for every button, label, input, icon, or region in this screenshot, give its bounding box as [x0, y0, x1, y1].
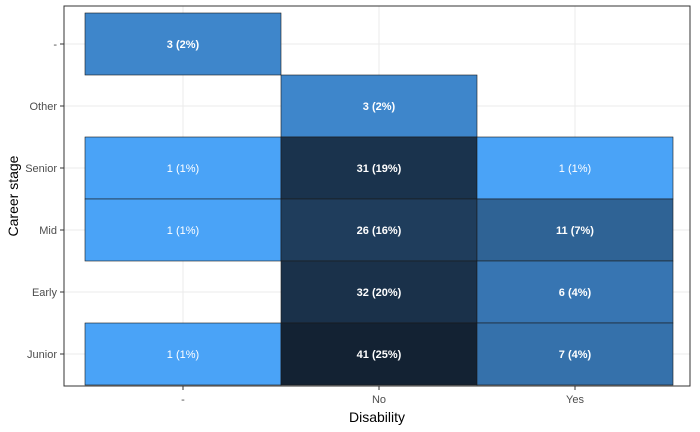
- cell-label: 7 (4%): [559, 349, 592, 361]
- x-axis-ticks: - No Yes: [181, 386, 584, 406]
- cell-label: 6 (4%): [559, 287, 592, 299]
- cell-label: 32 (20%): [357, 287, 402, 299]
- heatmap-cell: [476, 260, 674, 324]
- cell-label: 26 (16%): [357, 225, 402, 237]
- cell-label: 1 (1%): [559, 163, 591, 175]
- y-tick-label: Mid: [39, 225, 57, 237]
- y-tick-label: Junior: [27, 349, 57, 361]
- heatmap-cell: [280, 74, 478, 138]
- cell-label: 1 (1%): [167, 349, 199, 361]
- cell-label: 1 (1%): [167, 163, 199, 175]
- cell-label: 31 (19%): [357, 163, 402, 175]
- y-tick-label: -: [53, 39, 57, 51]
- y-tick-label: Senior: [25, 163, 57, 175]
- y-axis-title: Career stage: [5, 155, 21, 236]
- cell-label: 3 (2%): [167, 39, 200, 51]
- heatmap-cell: [84, 12, 282, 76]
- heatmap-cell: [476, 136, 674, 200]
- cell-label: 41 (25%): [357, 349, 402, 361]
- heatmap-cell: [84, 198, 282, 262]
- y-axis-ticks: Junior Early Mid Senior Other -: [25, 39, 64, 361]
- cell-label: 3 (2%): [363, 101, 396, 113]
- y-tick-label: Early: [32, 287, 58, 299]
- heatmap-cells: [84, 12, 674, 386]
- heatmap-cell: [280, 322, 478, 386]
- heatmap-cell: [84, 322, 282, 386]
- x-tick-label: -: [181, 394, 185, 406]
- cell-label: 11 (7%): [556, 225, 594, 237]
- heatmap-cell: [476, 198, 674, 262]
- heatmap-cell: [476, 322, 674, 386]
- heatmap-cell: [280, 136, 478, 200]
- heatmap-cell: [280, 198, 478, 262]
- heatmap-cell: [84, 136, 282, 200]
- x-tick-label: No: [372, 394, 386, 406]
- x-tick-label: Yes: [566, 394, 584, 406]
- cell-labels: 3 (2%) 3 (2%) 1 (1%) 31 (19%) 1 (1%) 1 (1%) 26…: [167, 39, 594, 361]
- cell-label: 1 (1%): [167, 225, 199, 237]
- plot-border: [63, 5, 691, 387]
- y-tick-label: Other: [29, 101, 57, 113]
- x-axis-title: Disability: [349, 409, 405, 425]
- heatmap-cell: [280, 260, 478, 324]
